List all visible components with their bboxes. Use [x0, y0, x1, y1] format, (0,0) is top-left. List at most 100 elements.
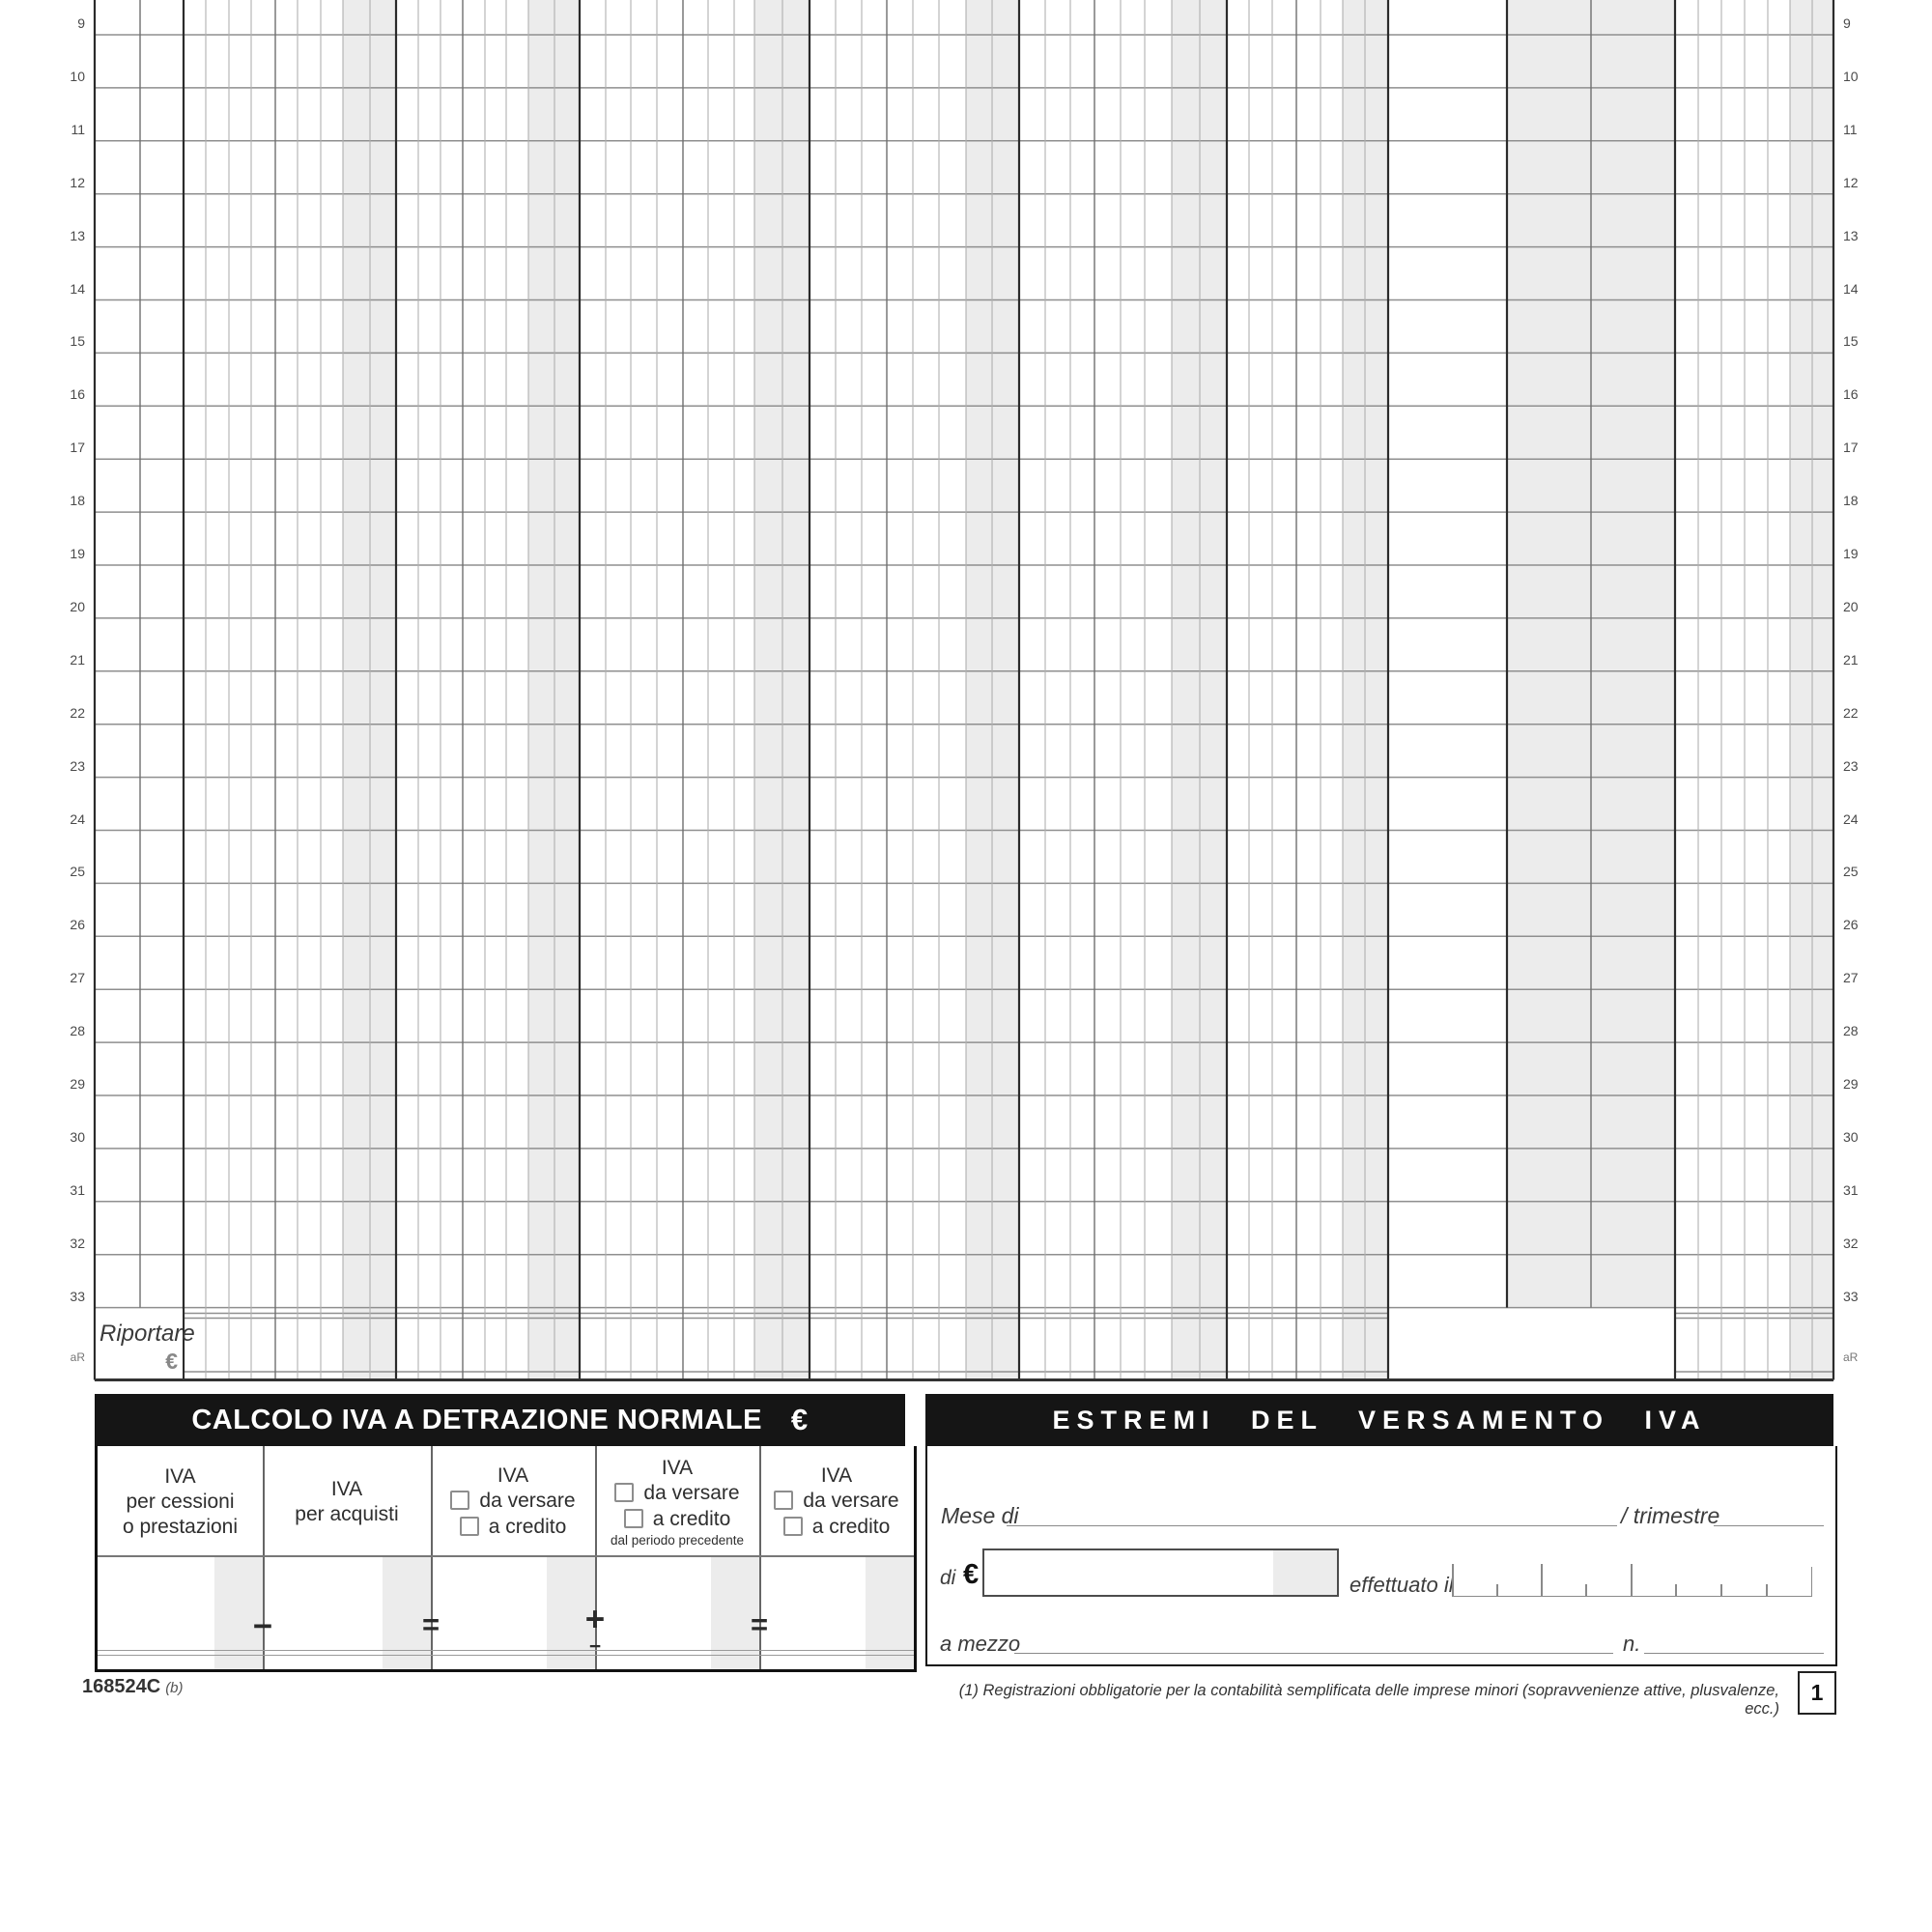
- amount-field[interactable]: [982, 1548, 1339, 1597]
- row-number: 16: [70, 386, 85, 403]
- amount-cents-band: [1273, 1550, 1337, 1595]
- row-number: 24: [70, 810, 85, 827]
- footnote: (1) Registrazioni obbligatorie per la co…: [958, 1682, 1779, 1718]
- checkbox-label: a credito: [652, 1507, 731, 1530]
- row-number: 17: [70, 440, 85, 456]
- estremi-header-bar: ESTREMI DEL VERSAMENTO IVA: [925, 1394, 1833, 1446]
- date-tick-minor: [1766, 1584, 1768, 1596]
- row-number: 24: [1843, 810, 1859, 827]
- cents-band: [866, 1557, 914, 1669]
- row-number: 11: [1843, 121, 1858, 137]
- row-number: 13: [1843, 227, 1859, 243]
- row-number: 31: [70, 1181, 85, 1198]
- row-number: 32: [1843, 1235, 1859, 1251]
- row-number: 11: [71, 121, 85, 137]
- row-number: 26: [70, 917, 85, 933]
- row-number: 19: [70, 546, 85, 561]
- column-header-line: IVA: [164, 1464, 196, 1488]
- checkbox-label: da versare: [479, 1489, 576, 1512]
- mese-label: Mese di: [941, 1503, 1019, 1528]
- row-number: 25: [1843, 864, 1859, 880]
- effettuato-label: effettuato il: [1350, 1573, 1454, 1597]
- row-number: 14: [1843, 280, 1859, 297]
- operator-sign: =: [421, 1607, 440, 1641]
- row-number: 22: [70, 704, 85, 721]
- row-number: 33: [1843, 1288, 1859, 1304]
- carry-row-label: aR: [1843, 1350, 1859, 1364]
- row-number: 13: [70, 227, 85, 243]
- total-rule: [98, 1654, 914, 1656]
- checkbox[interactable]: [459, 1517, 479, 1536]
- form-code: 168524C (b): [82, 1676, 184, 1698]
- riportare-cell[interactable]: Riportare €: [96, 1309, 195, 1378]
- checkbox-label: da versare: [643, 1481, 740, 1504]
- row-number: 15: [70, 333, 85, 350]
- column-divider: [431, 1446, 433, 1669]
- euro-sign: €: [790, 1403, 809, 1436]
- row-number: 23: [1843, 757, 1859, 774]
- checkbox[interactable]: [614, 1483, 635, 1502]
- row-number: 17: [1843, 440, 1859, 456]
- row-number: 33: [70, 1288, 85, 1304]
- page-number: 1: [1810, 1680, 1824, 1705]
- row-number: 12: [1843, 174, 1859, 190]
- checkbox[interactable]: [623, 1509, 643, 1528]
- row-number: 25: [70, 864, 85, 880]
- row-number: 9: [1843, 15, 1851, 31]
- date-tick-major: [1541, 1564, 1543, 1596]
- row-number: 18: [1843, 493, 1859, 509]
- column-divider: [263, 1446, 265, 1669]
- total-rule: [98, 1650, 914, 1652]
- row-number: 18: [70, 493, 85, 509]
- di-label: di: [940, 1567, 956, 1589]
- calc-iva-header-bar: CALCOLO IVA A DETRAZIONE NORMALE €: [95, 1394, 905, 1446]
- checkbox-label: a credito: [488, 1515, 567, 1538]
- row-number: 27: [70, 970, 85, 986]
- carry-row-label: aR: [70, 1350, 85, 1364]
- trimestre-label: / trimestre: [1621, 1503, 1720, 1528]
- calc-iva-table: IVA per cessioni o prestazioni IVA per acqui…: [95, 1446, 917, 1672]
- riportare-label: Riportare: [99, 1321, 195, 1347]
- row-number: 23: [70, 757, 85, 774]
- checkbox-label: a credito: [811, 1515, 891, 1538]
- checkbox[interactable]: [782, 1517, 803, 1536]
- estremi-title: ESTREMI DEL VERSAMENTO IVA: [1052, 1405, 1707, 1435]
- column-header-line: per cessioni: [126, 1490, 235, 1513]
- date-tick-major: [1452, 1564, 1454, 1596]
- row-number: 29: [70, 1076, 85, 1092]
- numero-field[interactable]: [1644, 1653, 1824, 1654]
- calc-column-header: IVA per cessioni o prestazioni: [98, 1446, 263, 1557]
- column-header-line: IVA: [497, 1463, 529, 1487]
- row-number: 16: [1843, 386, 1859, 403]
- checkbox[interactable]: [450, 1491, 470, 1510]
- row-number: 20: [70, 598, 85, 614]
- date-tick-major: [1810, 1567, 1813, 1596]
- column-header-note: dal periodo precedente: [610, 1532, 745, 1548]
- calc-column-header: IVA da versare a credito: [431, 1446, 595, 1557]
- row-number: 12: [70, 174, 85, 190]
- row-number: 14: [70, 280, 85, 297]
- mese-field[interactable]: [1007, 1525, 1617, 1526]
- checkbox-label: da versare: [803, 1489, 899, 1512]
- calc-column-header: IVA da versare a credito: [759, 1446, 914, 1557]
- mezzo-label: a mezzo: [940, 1632, 1021, 1656]
- row-number: 30: [1843, 1128, 1859, 1145]
- date-field[interactable]: [1452, 1564, 1813, 1597]
- row-number: 15: [1843, 333, 1859, 350]
- mezzo-field[interactable]: [1014, 1653, 1613, 1654]
- operator-sign: −: [252, 1607, 273, 1645]
- checkbox[interactable]: [774, 1491, 794, 1510]
- trimestre-field[interactable]: [1714, 1525, 1824, 1526]
- estremi-box: Mese di / trimestre di € effettuato il a…: [925, 1446, 1837, 1666]
- row-number: 19: [1843, 546, 1859, 561]
- calc-column-header: IVA da versare a credito dal periodo preced…: [595, 1446, 759, 1557]
- page-number-box: 1: [1798, 1671, 1836, 1715]
- row-number: 29: [1843, 1076, 1859, 1092]
- numero-label: n.: [1623, 1632, 1641, 1656]
- row-number: 30: [70, 1128, 85, 1145]
- row-number: 26: [1843, 917, 1859, 933]
- column-header-line: IVA: [661, 1456, 694, 1479]
- date-tick-major: [1631, 1564, 1633, 1596]
- row-number: 28: [1843, 1023, 1859, 1039]
